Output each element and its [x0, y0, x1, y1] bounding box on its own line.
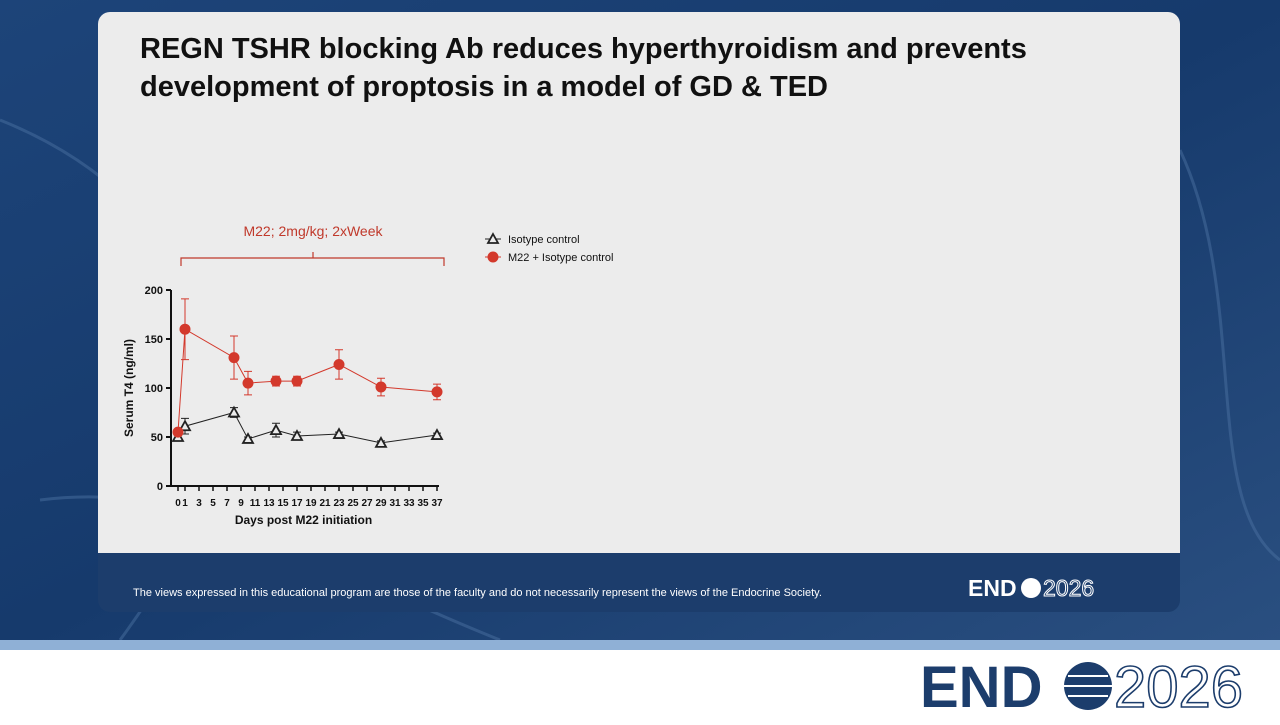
disclaimer: The views expressed in this educational … [133, 587, 822, 599]
data-point [270, 375, 282, 387]
slide-title: development of proptosis in a model of G… [140, 71, 828, 103]
annotation-bracket [180, 252, 445, 266]
y-tick-label: 50 [151, 432, 163, 444]
data-point [431, 386, 443, 398]
data-point [333, 358, 345, 370]
y-tick-label: 150 [145, 334, 163, 346]
x-tick-label: 3 [196, 498, 202, 509]
legend-marker [487, 251, 499, 263]
bottom-logo: END 2026 [920, 654, 1244, 721]
x-axis-title: Days post M22 initiation [235, 513, 372, 527]
logo-text: 2026 [1114, 655, 1243, 720]
footer-logo: END 2026 [968, 575, 1095, 602]
divider-stripe [0, 640, 1280, 650]
logo-text: END [968, 575, 1017, 601]
x-tick-label: 0 [175, 498, 181, 509]
x-tick-label: 37 [431, 498, 443, 509]
legend-marker [486, 232, 500, 244]
x-tick-label: 35 [417, 498, 429, 509]
data-point [374, 436, 388, 448]
data-point [332, 427, 346, 439]
x-tick-label: 15 [277, 498, 289, 509]
y-tick-label: 200 [145, 285, 163, 297]
x-tick-label: 7 [224, 498, 230, 509]
logo-globe-lines [1064, 675, 1112, 697]
x-tick-label: 21 [319, 498, 331, 509]
y-tick-label: 0 [157, 481, 163, 493]
x-tick-label: 33 [403, 498, 415, 509]
x-tick-label: 31 [389, 498, 401, 509]
slide-title: REGN TSHR blocking Ab reduces hyperthyro… [140, 33, 1027, 65]
data-point [430, 428, 444, 440]
x-tick-label: 11 [250, 498, 261, 509]
logo-text: 2026 [1043, 575, 1094, 601]
data-point [291, 375, 303, 387]
content-panel [98, 12, 1180, 553]
data-point [178, 419, 192, 432]
data-point [172, 426, 184, 438]
x-tick-label: 5 [210, 498, 216, 509]
y-axis-title: Serum T4 (ng/ml) [122, 339, 136, 437]
data-point [242, 377, 254, 389]
data-point [375, 381, 387, 393]
logo-text: END [920, 655, 1042, 720]
legend-label: Isotype control [508, 234, 580, 246]
x-tick-label: 17 [291, 498, 303, 509]
annotation: M22; 2mg/kg; 2xWeek [243, 223, 383, 239]
data-point [227, 405, 241, 418]
data-point [179, 323, 191, 335]
data-point [241, 432, 255, 444]
y-tick-label: 100 [145, 383, 163, 395]
legend-label: M22 + Isotype control [508, 252, 613, 264]
x-tick-label: 27 [361, 498, 373, 509]
x-tick-label: 1 [182, 498, 188, 509]
data-point [269, 423, 283, 436]
x-tick-label: 13 [263, 498, 275, 509]
x-tick-label: 23 [333, 498, 345, 509]
logo-globe [1021, 578, 1041, 598]
x-tick-label: 9 [238, 498, 244, 509]
data-point [290, 429, 304, 441]
x-tick-label: 29 [375, 498, 387, 509]
x-tick-label: 25 [347, 498, 359, 509]
x-tick-label: 19 [305, 498, 317, 509]
data-point [228, 352, 240, 364]
